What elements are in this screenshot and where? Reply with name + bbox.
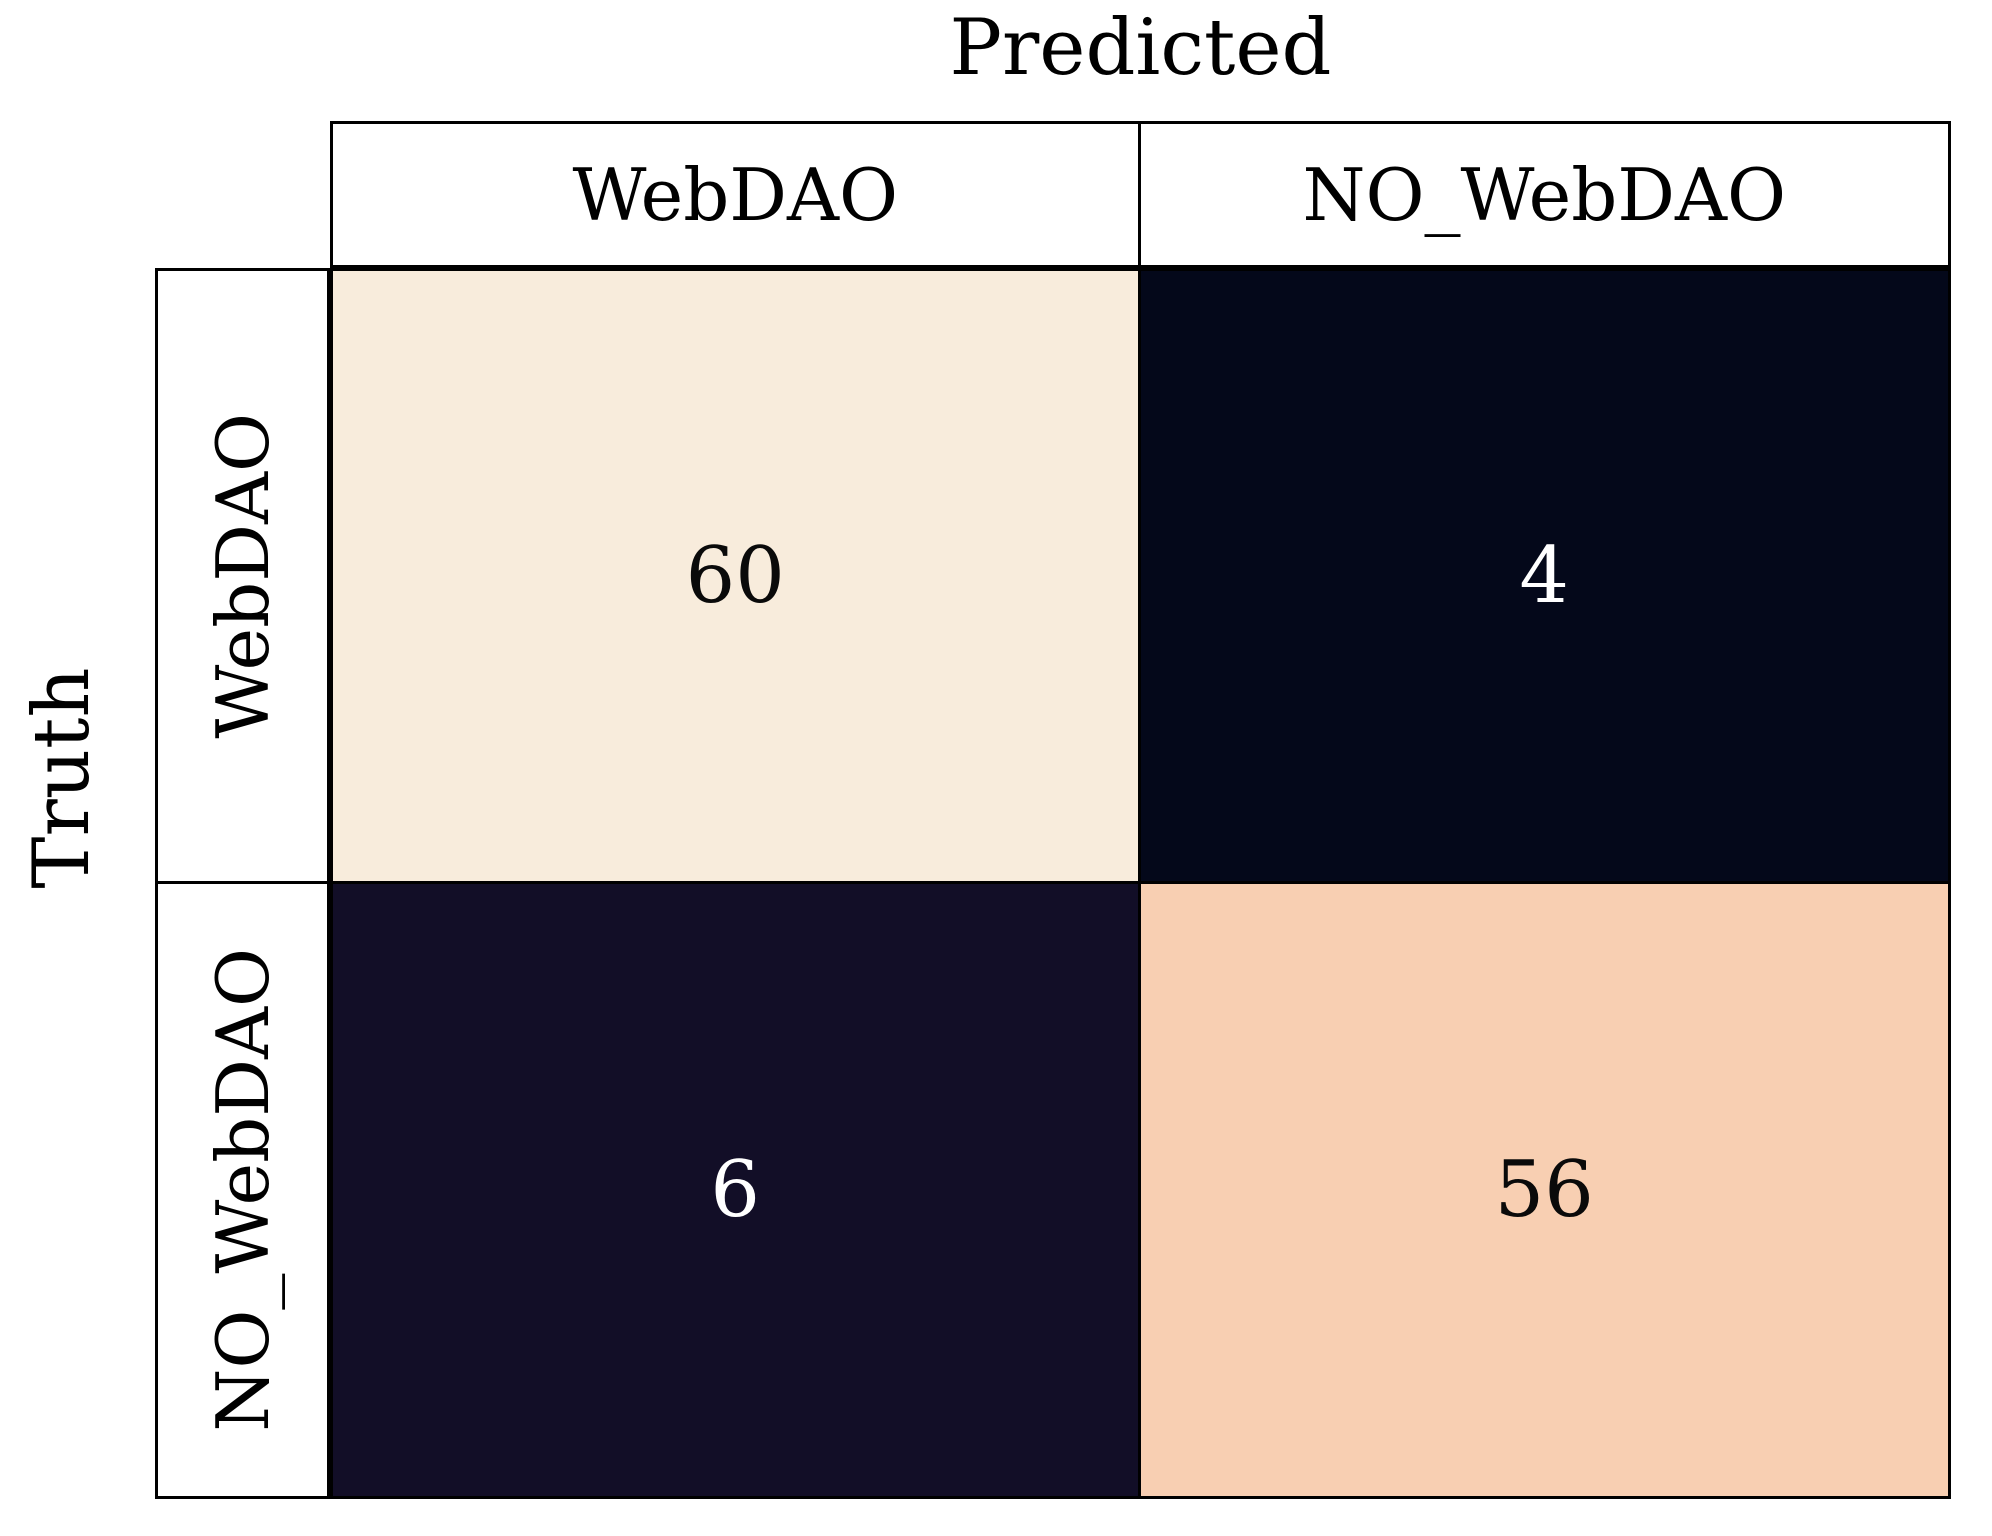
x-axis-title: Predicted [949,3,1332,93]
y-axis-title: Truth [17,667,107,889]
row-header-no-webdao: NO_WebDAO [158,884,327,1497]
column-header-no-webdao: NO_WebDAO [1302,152,1787,237]
heatmap-cell-true-no-webdao-pred-webdao: 6 [333,883,1141,1496]
column-header-row: WebDAO NO_WebDAO [330,121,1951,268]
row-header-no-webdao-label: NO_WebDAO [200,947,285,1432]
heatmap-cell-true-webdao-pred-no-webdao: 4 [1140,271,1948,884]
heatmap-grid: 60 4 6 56 [330,268,1951,1499]
row-header-webdao-label: WebDAO [200,412,285,739]
heatmap-cell-true-webdao-pred-webdao: 60 [333,271,1141,884]
column-header-webdao: WebDAO [333,124,1141,265]
heatmap-cell-true-no-webdao-pred-no-webdao: 56 [1140,883,1948,1496]
row-header-webdao: WebDAO [158,271,327,884]
row-header-column: WebDAO NO_WebDAO [155,268,330,1499]
